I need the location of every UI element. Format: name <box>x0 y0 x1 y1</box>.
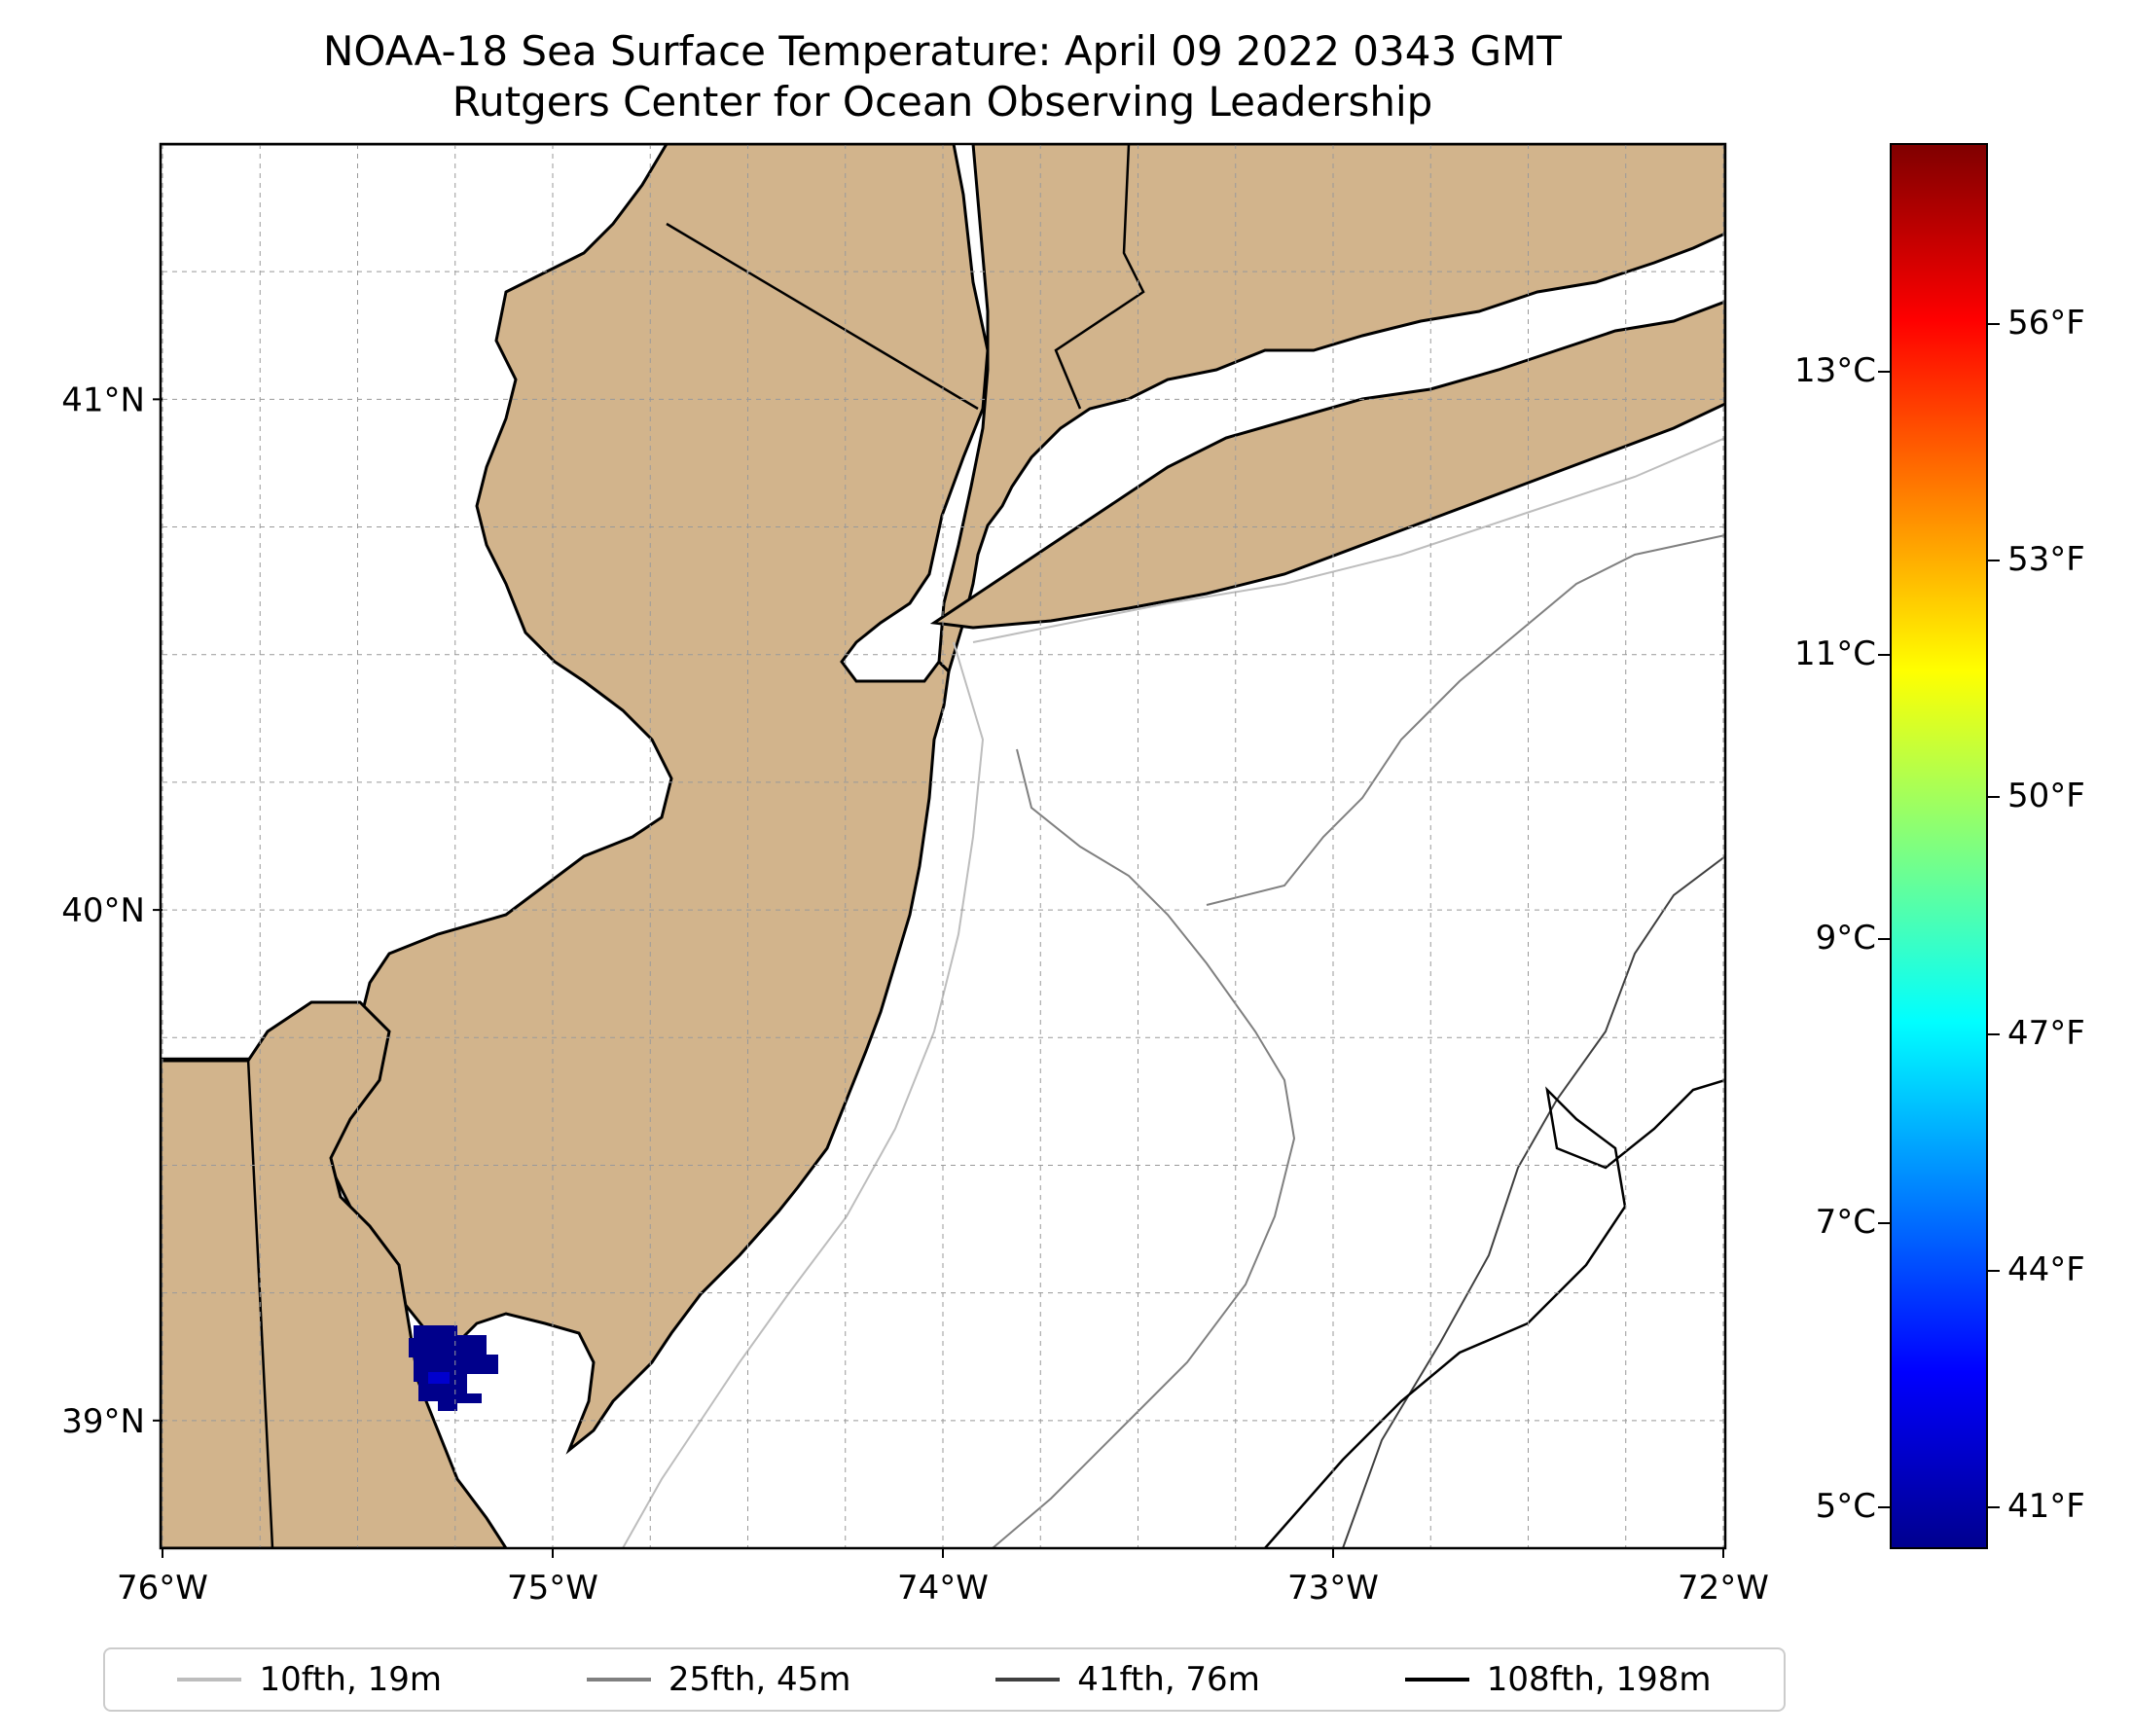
colorbar-fahrenheit-tick-mark <box>1988 1506 2000 1509</box>
y-axis: 41°N 40°N 39°N <box>61 380 163 1441</box>
colorbar-celsius-tick: 11°C <box>1793 634 1876 674</box>
legend-swatch <box>586 1678 651 1682</box>
colorbar-fahrenheit-tick-mark <box>1988 560 2000 562</box>
land-new-jersey <box>161 144 990 1455</box>
x-tick-label: 73°W <box>1287 1569 1379 1608</box>
y-tick-label: 41°N <box>61 380 145 419</box>
chart-subtitle: Rutgers Center for Ocean Observing Leade… <box>452 78 1433 126</box>
chart-title: NOAA-18 Sea Surface Temperature: April 0… <box>323 27 1562 75</box>
y-tick-label: 40°N <box>61 891 145 930</box>
x-tick-label: 75°W <box>507 1569 598 1608</box>
colorbar-celsius-tick-mark <box>1878 938 1890 941</box>
colorbar-celsius-tick-mark <box>1878 654 1890 657</box>
x-tick-label: 74°W <box>897 1569 989 1608</box>
colorbar-fahrenheit-tick-mark <box>1988 1032 2000 1035</box>
contour-108fth <box>1264 1078 1725 1548</box>
colorbar-celsius-tick-mark <box>1878 1222 1890 1225</box>
contour-41fth <box>1342 855 1725 1548</box>
sst-data-patch-warm <box>428 1372 450 1384</box>
colorbar-fahrenheit-tick: 50°F <box>2007 777 2085 816</box>
colorbar-fahrenheit-tick-mark <box>1988 796 2000 799</box>
colorbar-celsius-tick: 9°C <box>1815 919 1876 958</box>
state-border-ny-nj <box>666 222 979 411</box>
legend-item-41fth: 41fth, 76m <box>995 1660 1260 1699</box>
x-axis: 76°W 75°W 74°W 73°W 72°W <box>117 1548 1769 1608</box>
colorbar-fahrenheit-tick: 56°F <box>2007 303 2085 343</box>
colorbar-fahrenheit-tick: 41°F <box>2007 1487 2085 1527</box>
colorbar-celsius-tick: 13°C <box>1793 350 1876 390</box>
colorbar-celsius-tick-mark <box>1878 370 1890 373</box>
legend-swatch <box>995 1678 1061 1682</box>
contour-legend: 10fth, 19m 25fth, 45m 41fth, 76m 108fth,… <box>103 1647 1786 1712</box>
land-long-island <box>929 300 1725 630</box>
y-tick-label: 39°N <box>61 1402 145 1441</box>
state-border-ny-ct <box>1054 144 1145 410</box>
colorbar-fahrenheit-tick-mark <box>1988 322 2000 325</box>
land-delaware <box>161 1000 508 1548</box>
colorbar-fahrenheit-tick: 47°F <box>2007 1013 2085 1053</box>
colorbar-celsius-tick: 7°C <box>1815 1203 1876 1243</box>
legend-label: 108fth, 198m <box>1486 1660 1712 1699</box>
colorbar-fahrenheit-tick: 44°F <box>2007 1249 2085 1289</box>
x-tick-label: 76°W <box>117 1569 208 1608</box>
colorbar <box>1890 143 1988 1549</box>
colorbar-fahrenheit-tick-mark <box>1988 1269 2000 1272</box>
colorbar-celsius-tick: 5°C <box>1815 1487 1876 1527</box>
sst-data-patch <box>409 1325 498 1411</box>
contour-10fth-li <box>972 437 1725 643</box>
legend-label: 25fth, 45m <box>668 1660 851 1699</box>
legend-label: 41fth, 76m <box>1077 1660 1260 1699</box>
legend-swatch <box>177 1678 242 1682</box>
contour-25fth <box>992 748 1296 1548</box>
legend-item-108fth: 108fth, 198m <box>1404 1660 1712 1699</box>
state-border-de-md <box>161 1057 274 1548</box>
colorbar-celsius-tick-mark <box>1878 1506 1890 1509</box>
legend-item-10fth: 10fth, 19m <box>177 1660 442 1699</box>
x-tick-label: 72°W <box>1678 1569 1769 1608</box>
legend-label: 10fth, 19m <box>259 1660 442 1699</box>
legend-item-25fth: 25fth, 45m <box>586 1660 851 1699</box>
gridlines <box>162 143 1724 1549</box>
contour-10fth <box>622 641 985 1548</box>
legend-swatch <box>1404 1678 1469 1682</box>
colorbar-fahrenheit-tick: 53°F <box>2007 540 2085 580</box>
